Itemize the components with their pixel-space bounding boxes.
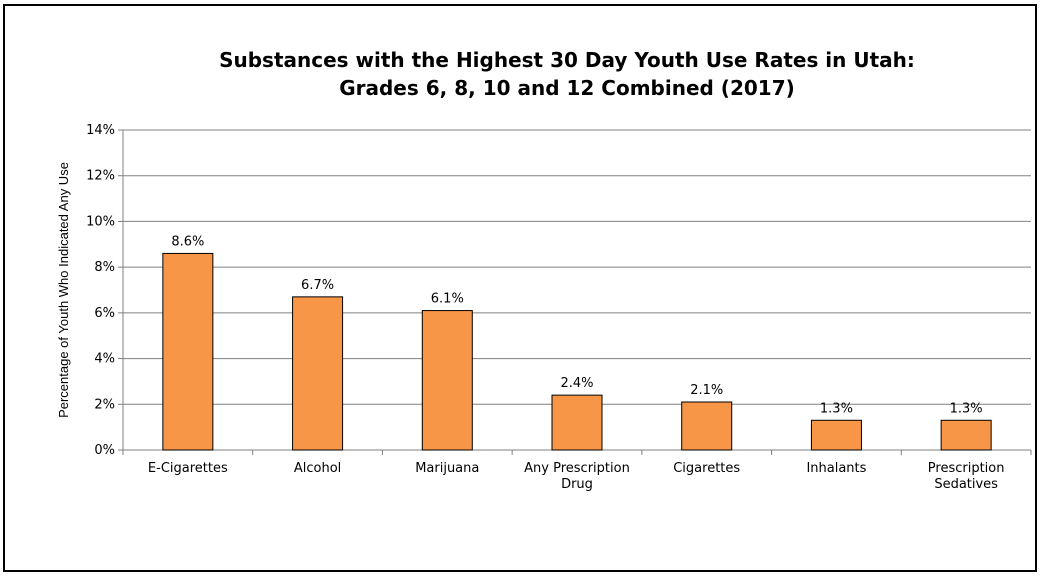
x-tick-label: Inhalants <box>806 461 866 476</box>
x-tick-label: E-Cigarettes <box>148 461 228 476</box>
y-tick-label: 12% <box>86 169 115 184</box>
y-axis-label: Percentage of Youth Who Indicated Any Us… <box>56 162 71 418</box>
bars <box>162 252 992 451</box>
data-label: 2.4% <box>560 376 593 391</box>
x-tick-label: Drug <box>561 477 593 492</box>
labels: 0% 2% 4% 6% 8% 10% 12% 14% 8.6% E-Cigarettes 6.7% A… <box>86 123 1004 492</box>
chart-title: Substances with the Highest 30 Day Youth… <box>0 46 1044 102</box>
bar <box>810 419 862 451</box>
y-tick-label: 8% <box>94 260 115 275</box>
data-label: 1.3% <box>950 401 983 416</box>
x-tick-label: Alcohol <box>294 461 341 476</box>
chart-title-line-1: Substances with the Highest 30 Day Youth… <box>219 48 915 72</box>
data-label: 6.7% <box>301 278 334 293</box>
gridlines <box>123 129 1031 405</box>
y-tick-label: 4% <box>94 352 115 367</box>
data-label: 8.6% <box>171 234 204 249</box>
y-tick-label: 6% <box>94 306 115 321</box>
y-tick-label: 14% <box>86 123 115 138</box>
data-label: 6.1% <box>431 292 464 307</box>
bar <box>681 401 733 451</box>
x-tick-label: Prescription <box>928 461 1005 476</box>
y-tick-label: 0% <box>94 443 115 458</box>
bar <box>551 394 603 451</box>
data-label: 1.3% <box>820 401 853 416</box>
y-tick-label: 10% <box>86 214 115 229</box>
bar <box>292 296 344 451</box>
chart-title-line-2: Grades 6, 8, 10 and 12 Combined (2017) <box>339 76 795 100</box>
bar <box>940 419 992 451</box>
x-tick-label: Cigarettes <box>673 461 740 476</box>
x-tick-label: Sedatives <box>934 477 998 492</box>
bar <box>162 252 214 451</box>
bar <box>421 310 473 451</box>
x-tick-label: Marijuana <box>415 461 479 476</box>
y-tick-label: 2% <box>94 397 115 412</box>
x-tick-label: Any Prescription <box>524 461 630 476</box>
data-label: 2.1% <box>690 383 723 398</box>
